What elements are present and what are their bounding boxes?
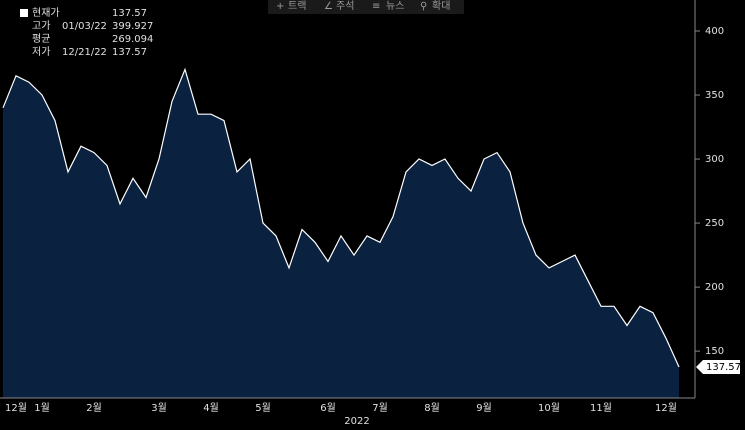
x-tick-label: 10월 xyxy=(538,402,560,414)
x-tick-label: 12월 xyxy=(655,402,677,414)
legend-value: 137.57 xyxy=(112,8,147,19)
y-tick-label: 400 xyxy=(705,26,724,37)
y-tick-label: 300 xyxy=(705,154,724,165)
toolbar-bg xyxy=(268,0,464,14)
legend-value: 269.094 xyxy=(112,34,153,45)
legend-date: 12/21/22 xyxy=(62,47,107,58)
area xyxy=(3,69,679,399)
legend-label: 평균 xyxy=(32,33,50,45)
x-tick-label: 11월 xyxy=(590,402,612,414)
legend-value: 399.927 xyxy=(112,21,153,32)
y-tick-label: 200 xyxy=(705,282,724,293)
x-tick-label: 8월 xyxy=(424,402,440,414)
x-tick-label: 4월 xyxy=(203,402,219,414)
x-tick-label: 12월 xyxy=(5,402,27,414)
legend-label: 고가 xyxy=(32,20,50,32)
plot xyxy=(2,67,680,399)
legend: 현재가 137.57 고가 01/03/22 399.927 평균 269.094 저가 12/… xyxy=(8,2,154,64)
legend-label: 저가 xyxy=(32,46,50,58)
last-value-label: 137.57 xyxy=(706,362,741,373)
y-tick-label: 350 xyxy=(705,90,724,101)
toolbar-button[interactable]: 확대 xyxy=(432,0,450,12)
x-tick-label: 9월 xyxy=(476,402,492,414)
toolbar-button[interactable]: 뉴스 xyxy=(386,0,404,12)
x-tick-label: 7월 xyxy=(372,402,388,414)
toolbar-button[interactable]: 주석 xyxy=(336,0,354,12)
toolbar: + 트랙 ∠ 주석 ≡ 뉴스 ⚲ 확대 xyxy=(268,0,464,14)
toolbar-icon: ∠ xyxy=(324,1,333,12)
legend-swatch xyxy=(20,9,28,17)
legend-date: 01/03/22 xyxy=(62,21,107,32)
y-tick-label: 150 xyxy=(705,346,724,357)
last-value-marker xyxy=(696,360,740,375)
legend-label: 현재가 xyxy=(32,7,60,19)
legend-bg xyxy=(8,2,154,64)
toolbar-icon: + xyxy=(276,1,284,12)
x-tick-label: 3월 xyxy=(151,402,167,414)
line xyxy=(2,67,680,368)
toolbar-icon: ⚲ xyxy=(420,1,427,12)
x-tick-label: 5월 xyxy=(255,402,271,414)
x-tick-label: 1월 xyxy=(34,402,50,414)
y-tick-label: 250 xyxy=(705,218,724,229)
x-tick-label: 6월 xyxy=(320,402,336,414)
toolbar-icon: ≡ xyxy=(372,1,380,12)
toolbar-button[interactable]: 트랙 xyxy=(288,0,306,12)
year-label: 2022 xyxy=(344,416,369,427)
x-tick-label: 2월 xyxy=(86,402,102,414)
legend-value: 137.57 xyxy=(112,47,147,58)
